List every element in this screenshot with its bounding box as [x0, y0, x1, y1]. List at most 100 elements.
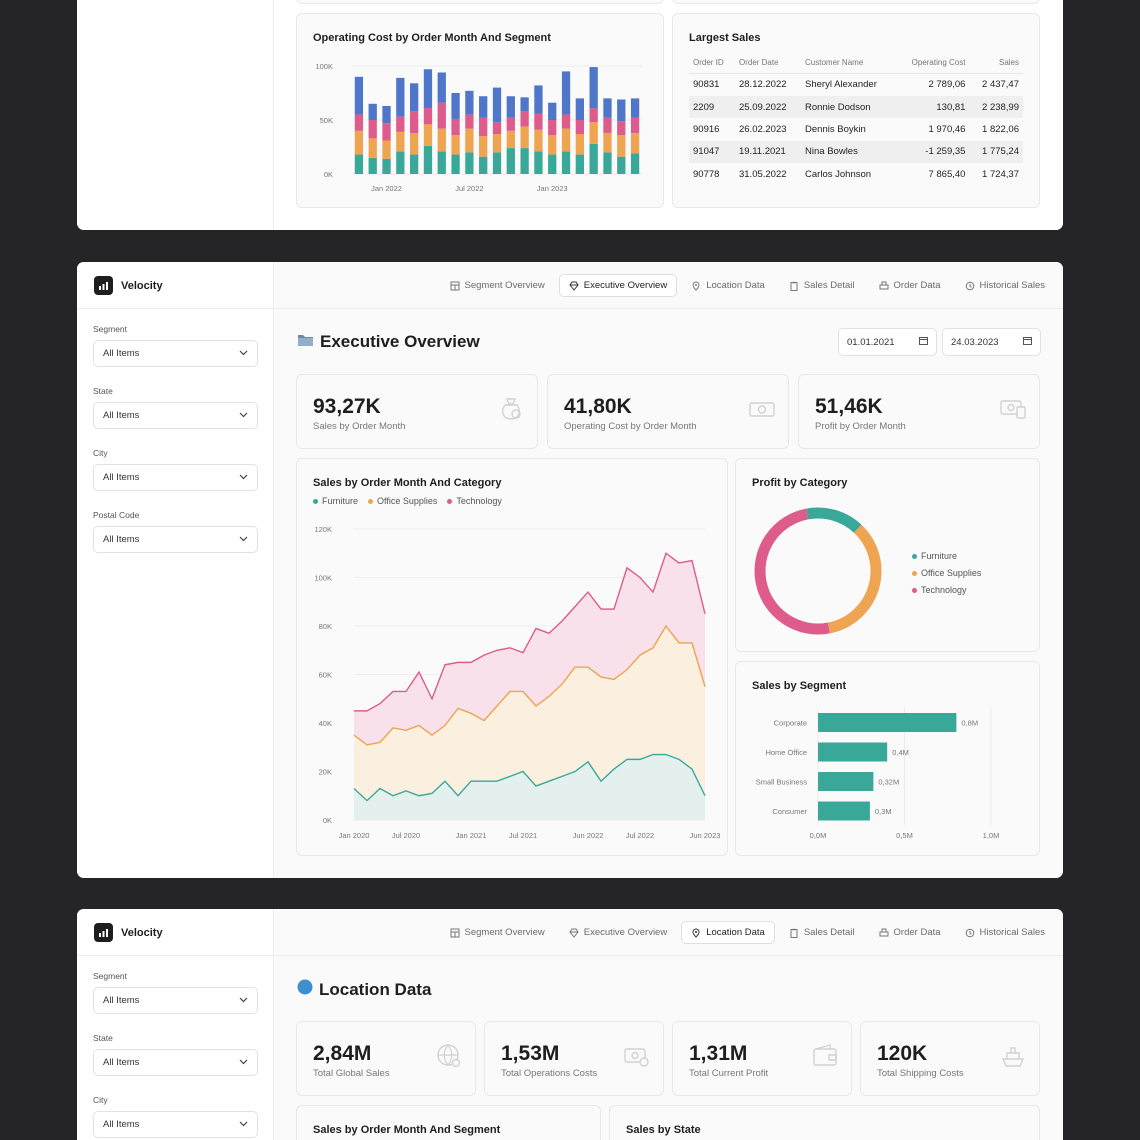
- column-header[interactable]: Operating Cost: [895, 58, 970, 74]
- main-area: Operating Cost by Order Month And Segmen…: [275, 0, 1063, 230]
- sales-by-state-card: Sales by State: [609, 1105, 1040, 1140]
- sidebar: Velocity Segment All Items State All Ite…: [77, 262, 274, 878]
- column-header[interactable]: Customer Name: [801, 58, 896, 74]
- stacked-bar-segment: [617, 99, 626, 122]
- city-select[interactable]: All Items: [93, 1111, 258, 1138]
- y-tick-label: 120K: [314, 525, 332, 534]
- filter-label-segment: Segment: [93, 971, 128, 981]
- select-value: All Items: [103, 348, 140, 359]
- table-cell: Dennis Boykin: [805, 123, 866, 135]
- legend-item-office-supplies[interactable]: Office Supplies: [912, 565, 981, 582]
- data-label: 0,4M: [892, 748, 909, 757]
- tab-segment-overview[interactable]: Segment Overview: [440, 921, 555, 944]
- page-title-text: Executive Overview: [320, 332, 480, 351]
- table-row[interactable]: 91047 19.11.2021 Nina Bowles -1 259,35 1 775…: [689, 140, 1023, 164]
- tab-sales-detail[interactable]: Sales Detail: [779, 921, 865, 944]
- tab-order-data[interactable]: Order Data: [869, 921, 951, 944]
- stacked-bar-segment: [561, 151, 571, 174]
- stacked-bar-segment: [617, 121, 626, 136]
- table-row[interactable]: 90916 26.02.2023 Dennis Boykin 1 970,46 1 82…: [689, 118, 1023, 140]
- stacked-bar-segment: [630, 117, 640, 133]
- x-tick-label: Jul 2022: [626, 831, 654, 840]
- column-header[interactable]: Sales: [969, 58, 1023, 74]
- tab-label: Sales Detail: [803, 927, 855, 938]
- brand[interactable]: Velocity: [94, 923, 163, 942]
- stacked-bar-segment: [561, 114, 571, 129]
- series-line-technology: [354, 552, 706, 712]
- postal-code-select[interactable]: All Items: [93, 526, 258, 553]
- card-title: Largest Sales: [689, 32, 761, 44]
- stacked-bar-segment: [479, 117, 488, 137]
- stacked-bar-segment: [603, 132, 612, 153]
- tab-location-data[interactable]: Location Data: [681, 921, 775, 944]
- donut-legend: Furniture Office Supplies Technology: [912, 548, 981, 599]
- table-row[interactable]: 90831 28.12.2022 Sheryl Alexander 2 789,06 2…: [689, 74, 1023, 96]
- tab-order-data[interactable]: Order Data: [869, 274, 951, 297]
- x-tick-label: 1,0M: [983, 831, 1000, 840]
- stacked-bar-segment: [520, 97, 529, 112]
- stacked-bar-segment: [465, 152, 474, 174]
- segment-bar: [818, 772, 874, 791]
- stacked-bar-segment: [437, 128, 446, 152]
- legend-item-office-supplies[interactable]: Office Supplies: [368, 496, 437, 506]
- segment-bar: [818, 801, 870, 821]
- stacked-bar-segment: [534, 129, 543, 152]
- legend-item-furniture[interactable]: Furniture: [912, 548, 981, 565]
- page-title: Executive Overview: [297, 332, 480, 352]
- filter-label-city: City: [93, 1095, 108, 1105]
- column-header[interactable]: Order ID: [689, 58, 735, 74]
- brand[interactable]: Velocity: [94, 276, 163, 295]
- select-value: All Items: [103, 1057, 140, 1068]
- cash-receipt-icon: [1000, 400, 1026, 419]
- x-tick-label: Jan 2022: [371, 184, 402, 193]
- tab-segment-overview[interactable]: Segment Overview: [440, 274, 555, 297]
- segment-select[interactable]: All Items: [93, 987, 258, 1014]
- tab-location-data[interactable]: Location Data: [681, 274, 775, 297]
- stacked-bar-segment: [492, 122, 502, 135]
- kpi-value: 1,53M: [501, 1042, 560, 1065]
- tab-label: Executive Overview: [583, 927, 668, 938]
- topbar: Segment Overview Executive Overview Loca…: [275, 909, 1063, 956]
- table-cell: 90778: [693, 168, 720, 180]
- legend-label: Furniture: [322, 496, 359, 506]
- stacked-bar-segment: [603, 98, 612, 118]
- segment-bar: [818, 713, 957, 732]
- stacked-bar-segment: [382, 123, 391, 141]
- tab-historical-sales[interactable]: Historical Sales: [955, 274, 1055, 297]
- area-band-office-supplies: [354, 626, 705, 801]
- date-to-input[interactable]: 24.03.2023: [942, 328, 1041, 356]
- legend-item-technology[interactable]: Technology: [912, 582, 981, 599]
- topbar: Segment Overview Executive Overview Loca…: [275, 262, 1063, 309]
- x-tick-label: Jun 2022: [573, 831, 604, 840]
- state-select[interactable]: All Items: [93, 402, 258, 429]
- legend-item-furniture[interactable]: Furniture: [313, 496, 358, 506]
- stacked-bar-segment: [589, 108, 598, 123]
- chevron-down-icon: [239, 534, 248, 545]
- chevron-down-icon: [239, 472, 248, 483]
- chart-logo-icon: [94, 923, 113, 942]
- ship-icon: [1001, 1047, 1025, 1067]
- table-row[interactable]: 2209 25.09.2022 Ronnie Dodson 130,81 2 238,9…: [689, 95, 1023, 119]
- stacked-bar-segment: [492, 134, 502, 153]
- tab-executive-overview[interactable]: Executive Overview: [558, 274, 678, 297]
- date-value: 24.03.2023: [951, 336, 999, 348]
- stacked-bar-segment: [396, 151, 405, 174]
- city-select[interactable]: All Items: [93, 464, 258, 491]
- state-select[interactable]: All Items: [93, 1049, 258, 1076]
- tab-label: Order Data: [893, 927, 941, 938]
- tab-sales-detail[interactable]: Sales Detail: [779, 274, 865, 297]
- table-row[interactable]: 90778 31.05.2022 Carlos Johnson 7 865,40 1 7…: [689, 163, 1023, 185]
- legend-label: Technology: [921, 585, 967, 595]
- date-from-input[interactable]: 01.01.2021: [838, 328, 937, 356]
- segment-select[interactable]: All Items: [93, 340, 258, 367]
- table-cell: 130,81: [895, 95, 970, 119]
- column-header[interactable]: Order Date: [734, 58, 802, 74]
- sidebar: Velocity Segment All Items State All Ite…: [77, 909, 274, 1140]
- tab-executive-overview[interactable]: Executive Overview: [559, 921, 677, 944]
- wallet-icon: [813, 1044, 837, 1066]
- stacked-bar-segment: [548, 102, 557, 120]
- window-location-data: Velocity Segment All Items State All Ite…: [77, 909, 1063, 1140]
- legend-item-technology[interactable]: Technology: [447, 496, 502, 506]
- card-title: Sales by Order Month And Category: [313, 477, 502, 489]
- tab-historical-sales[interactable]: Historical Sales: [955, 921, 1055, 944]
